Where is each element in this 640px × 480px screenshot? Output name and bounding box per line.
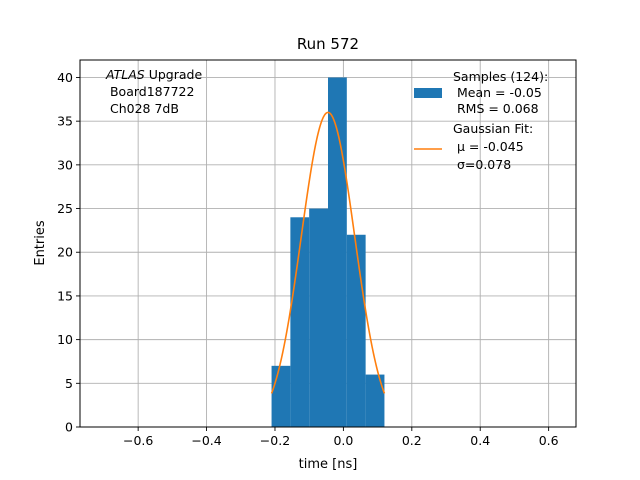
chart-title: Run 572 [297,35,359,53]
y-tick-label: 5 [65,376,73,391]
legend-samples-rms: RMS = 0.068 [453,101,539,116]
y-tick-label: 15 [57,288,73,303]
annotation-board: Board187722 [106,84,194,99]
y-tick-label: 30 [57,157,73,172]
x-tick-label: −0.6 [123,433,153,448]
x-tick-label: −0.2 [260,433,290,448]
gaussian-fit-line [270,111,386,394]
legend-samples-mean: Mean = -0.05 [453,85,542,100]
histogram-bar [271,365,291,427]
x-axis-ticks: −0.6 −0.4 −0.2 0.0 0.2 0.4 0.6 [123,427,559,448]
legend-fit-label: Gaussian Fit: [453,121,533,136]
histogram-bar [328,77,347,427]
y-tick-label: 10 [57,332,73,347]
legend-samples-label: Samples (124): [453,69,548,84]
x-tick-label: 0.0 [333,433,353,448]
y-tick-label: 20 [57,245,73,260]
y-axis-label: Entries [33,220,48,266]
x-tick-label: 0.6 [539,433,559,448]
x-tick-label: −0.4 [191,433,221,448]
annotation-upgrade: Upgrade [145,67,203,82]
legend: Samples (124): Mean = -0.05 RMS = 0.068 … [414,69,548,172]
histogram-bars [271,77,385,427]
y-axis-ticks: 0 5 10 15 20 25 30 35 40 [57,70,80,435]
annotation-channel: Ch028 7dB [106,101,179,116]
annotation-line-1: ATLAS Upgrade [105,67,202,82]
histogram-bar [365,374,385,427]
histogram-bar [309,208,328,427]
x-tick-label: 0.2 [402,433,422,448]
gaussian-fit [270,111,386,394]
y-tick-label: 40 [57,70,73,85]
histogram-bar [346,234,366,427]
y-tick-label: 25 [57,201,73,216]
legend-fit-sigma: σ=0.078 [453,157,511,172]
histogram-bar [290,217,310,427]
atlas-annotation: ATLAS Upgrade Board187722 Ch028 7dB [105,67,202,116]
atlas-italic-label: ATLAS [105,67,145,82]
legend-fit-mu: μ = -0.045 [453,139,524,154]
legend-swatch-histogram [414,88,442,98]
x-axis-label: time [ns] [299,457,358,472]
y-tick-label: 35 [57,114,73,129]
y-tick-label: 0 [65,420,73,435]
plot-frame [79,59,577,428]
x-tick-label: 0.4 [470,433,490,448]
